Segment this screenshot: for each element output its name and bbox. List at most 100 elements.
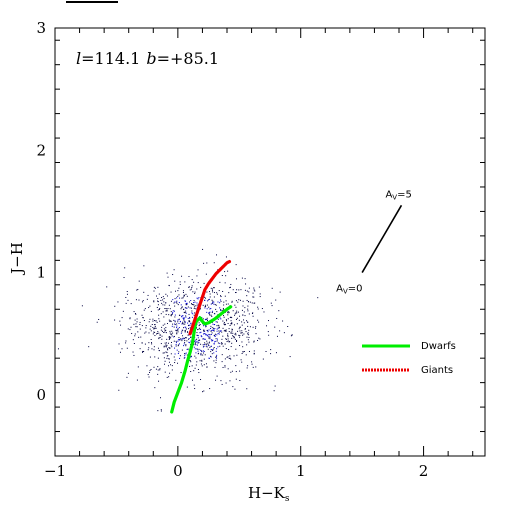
star-point: [235, 378, 237, 380]
star-point: [168, 358, 170, 360]
star-point: [163, 301, 165, 303]
star-point: [252, 366, 254, 368]
star-point: [182, 338, 184, 340]
star-point: [181, 306, 183, 308]
star-point: [194, 388, 196, 390]
star-point: [184, 353, 186, 355]
star-point: [255, 333, 257, 335]
star-point: [188, 341, 190, 343]
star-point: [238, 334, 240, 336]
star-point: [148, 321, 150, 323]
star-point: [176, 349, 178, 351]
star-point: [194, 355, 196, 357]
star-point: [135, 313, 137, 315]
star-point: [171, 313, 173, 315]
star-point: [268, 320, 270, 322]
star-point: [179, 281, 181, 283]
star-point: [165, 310, 167, 312]
star-point: [151, 348, 153, 350]
star-point: [254, 290, 256, 292]
star-point: [199, 332, 201, 334]
star-point: [237, 301, 239, 303]
star-point: [217, 301, 219, 303]
series-line-giants: [188, 259, 232, 336]
star-point: [163, 363, 165, 365]
star-point: [259, 338, 261, 340]
star-point: [185, 352, 187, 354]
star-point: [224, 365, 226, 367]
star-point: [252, 296, 254, 298]
star-point: [197, 368, 199, 370]
star-point: [176, 333, 178, 335]
y-tick-label: 3: [36, 19, 46, 37]
axis-ticks: −1 0 1 2 0 1 2 3: [36, 19, 485, 480]
star-point: [184, 357, 186, 359]
star-point: [205, 306, 207, 308]
star-point: [215, 340, 217, 342]
star-point: [210, 314, 212, 316]
star-point: [203, 358, 205, 360]
star-point: [153, 301, 155, 303]
star-point: [185, 310, 187, 312]
star-point: [228, 357, 230, 359]
star-point: [170, 344, 172, 346]
star-point: [96, 321, 98, 323]
star-point: [133, 342, 135, 344]
star-point: [202, 248, 204, 250]
star-point: [238, 328, 240, 330]
star-point: [194, 301, 196, 303]
star-point: [149, 305, 151, 307]
star-point: [228, 292, 230, 294]
star-point: [224, 271, 226, 273]
star-point: [126, 347, 128, 349]
star-point: [227, 322, 229, 324]
star-point: [135, 326, 137, 328]
star-point: [262, 358, 264, 360]
star-point: [212, 329, 214, 331]
star-point: [275, 352, 277, 354]
model-sequences: [170, 259, 233, 414]
star-point: [194, 342, 196, 344]
star-point: [154, 387, 156, 389]
star-point: [159, 336, 161, 338]
star-point: [230, 323, 232, 325]
star-point: [211, 299, 213, 301]
star-point: [168, 347, 170, 349]
star-point: [209, 314, 211, 316]
star-point: [154, 356, 156, 358]
star-point: [185, 328, 187, 330]
star-point: [187, 331, 189, 333]
star-point: [184, 330, 186, 332]
star-point: [129, 317, 131, 319]
star-point: [158, 380, 160, 382]
star-point: [188, 276, 190, 278]
star-point: [175, 344, 177, 346]
star-point: [230, 331, 232, 333]
star-point: [192, 313, 194, 315]
star-point: [170, 320, 172, 322]
star-point: [161, 297, 163, 299]
star-point: [248, 350, 250, 352]
star-point: [179, 297, 181, 299]
star-point: [246, 388, 248, 390]
star-point: [200, 335, 202, 337]
star-point: [215, 304, 217, 306]
y-tick-label: 2: [36, 141, 46, 159]
star-point: [171, 325, 173, 327]
star-point: [149, 370, 151, 372]
star-point: [229, 357, 231, 359]
star-point: [171, 335, 173, 337]
star-point: [213, 303, 215, 305]
star-point: [184, 321, 186, 323]
star-point: [183, 343, 185, 345]
star-point: [258, 286, 260, 288]
star-point: [205, 273, 207, 275]
star-point: [153, 300, 155, 302]
star-point: [189, 307, 191, 309]
star-point: [242, 351, 244, 353]
star-point: [225, 256, 227, 258]
star-point: [291, 334, 293, 336]
star-point: [181, 340, 183, 342]
star-point: [241, 277, 243, 279]
star-point: [206, 318, 208, 320]
